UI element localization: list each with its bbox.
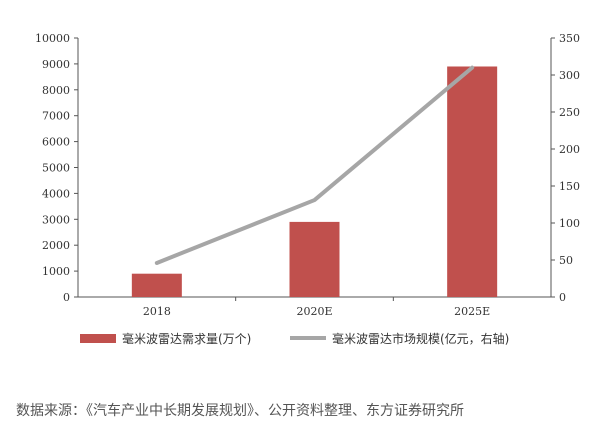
bar	[447, 66, 498, 298]
left-y-axis: 0 1000 2000 3000 4000 5000 6000 7000 8000 9000 100…	[35, 32, 79, 304]
x-tick-label: 2025E	[454, 305, 490, 318]
right-tick-label: 250	[559, 106, 580, 119]
source-note: 数据来源：《汽车产业中长期发展规划》、公开资料整理、东方证券研究所	[16, 403, 464, 419]
line-path	[154, 65, 475, 265]
left-tick-label: 1000	[42, 265, 70, 278]
right-tick-label: 350	[559, 32, 580, 45]
x-tick-label: 2020E	[296, 305, 332, 318]
legend-swatch-bar	[80, 334, 116, 343]
right-tick-label: 50	[559, 254, 573, 267]
left-tick-label: 8000	[42, 84, 70, 97]
right-y-axis: 0 50 100 150 200 250 300 350	[550, 32, 580, 304]
right-tick-label: 300	[559, 69, 580, 82]
bar	[131, 273, 182, 297]
bar-series	[131, 66, 498, 298]
left-tick-label: 0	[63, 291, 70, 304]
right-tick-label: 200	[559, 143, 580, 156]
x-tick-label: 2018	[143, 305, 171, 318]
left-tick-label: 9000	[42, 58, 70, 71]
legend-label-bar: 毫米波雷达需求量(万个)	[122, 331, 251, 346]
legend-label-line: 毫米波雷达市场规模(亿元，右轴)	[332, 331, 509, 346]
line-series	[154, 65, 475, 265]
bar	[289, 221, 340, 297]
left-tick-label: 10000	[35, 32, 70, 45]
left-tick-label: 6000	[42, 136, 70, 149]
right-tick-label: 0	[559, 291, 566, 304]
right-tick-label: 100	[559, 217, 580, 230]
left-tick-label: 2000	[42, 239, 70, 252]
chart: 0100020003000400050006000700080009000100…	[35, 32, 580, 346]
x-axis: 2018 2020E 2025E	[78, 296, 551, 318]
left-tick-label: 3000	[42, 213, 70, 226]
left-tick-label: 7000	[42, 110, 70, 123]
legend: 毫米波雷达需求量(万个) 毫米波雷达市场规模(亿元，右轴)	[80, 331, 509, 346]
left-tick-label: 5000	[42, 162, 70, 175]
right-tick-label: 150	[559, 180, 580, 193]
left-tick-label: 4000	[42, 187, 70, 200]
